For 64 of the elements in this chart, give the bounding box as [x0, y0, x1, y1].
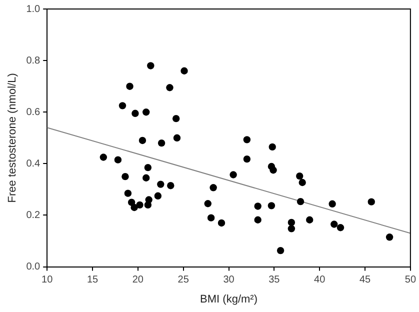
- point: [386, 234, 394, 241]
- x-tick-label: 35: [268, 274, 280, 286]
- point: [276, 246, 284, 254]
- point: [306, 216, 314, 224]
- point: [270, 166, 277, 174]
- point: [158, 139, 166, 147]
- y-tick-label: 0.2: [26, 210, 41, 221]
- y-tick-label: 1.0: [26, 4, 41, 15]
- point: [243, 155, 251, 163]
- y-tick-label: 0.8: [26, 55, 41, 66]
- point: [368, 198, 375, 206]
- point: [207, 214, 215, 222]
- point: [296, 172, 304, 180]
- point: [130, 204, 138, 212]
- point: [230, 171, 237, 178]
- point: [330, 220, 338, 228]
- x-tick-label: 45: [359, 274, 372, 286]
- x-axis-title: BMI (kg/m²): [200, 293, 258, 306]
- point: [336, 224, 344, 232]
- point: [172, 114, 180, 122]
- point: [142, 108, 150, 116]
- point: [288, 225, 296, 232]
- point: [268, 202, 276, 210]
- point: [154, 192, 162, 200]
- point: [100, 154, 108, 161]
- point: [328, 200, 336, 208]
- point: [254, 202, 262, 210]
- point: [254, 216, 262, 224]
- x-tick-label: 50: [404, 274, 416, 286]
- point: [147, 62, 154, 70]
- x-tick-label: 40: [314, 274, 326, 286]
- point: [144, 164, 152, 172]
- point: [167, 182, 174, 190]
- point: [132, 110, 139, 118]
- point: [243, 136, 251, 144]
- point: [122, 172, 129, 180]
- point: [210, 184, 217, 192]
- x-tick-label: 30: [223, 274, 235, 286]
- point: [145, 196, 152, 204]
- x-tick-label: 15: [86, 274, 99, 286]
- point: [180, 67, 188, 74]
- y-tick-label: 0.0: [26, 262, 41, 273]
- point: [142, 174, 150, 182]
- point: [173, 134, 181, 142]
- point: [166, 84, 174, 92]
- point: [268, 143, 276, 151]
- y-axis-title: Free testosterone (nmol/L): [6, 73, 19, 203]
- x-tick-label: 10: [42, 274, 54, 286]
- y-tick-label: 0.4: [26, 158, 41, 170]
- point: [218, 219, 226, 227]
- x-tick-label: 20: [132, 274, 144, 286]
- y-tick-label: 0.6: [26, 106, 41, 118]
- point: [124, 190, 132, 197]
- point: [138, 136, 146, 144]
- point: [288, 218, 296, 226]
- point: [118, 102, 126, 110]
- x-tick-label: 25: [178, 274, 190, 286]
- point: [298, 178, 306, 186]
- point: [136, 201, 144, 209]
- point: [126, 82, 134, 90]
- point: [157, 180, 164, 188]
- point: [296, 198, 304, 206]
- point: [204, 200, 212, 208]
- point: [114, 156, 122, 164]
